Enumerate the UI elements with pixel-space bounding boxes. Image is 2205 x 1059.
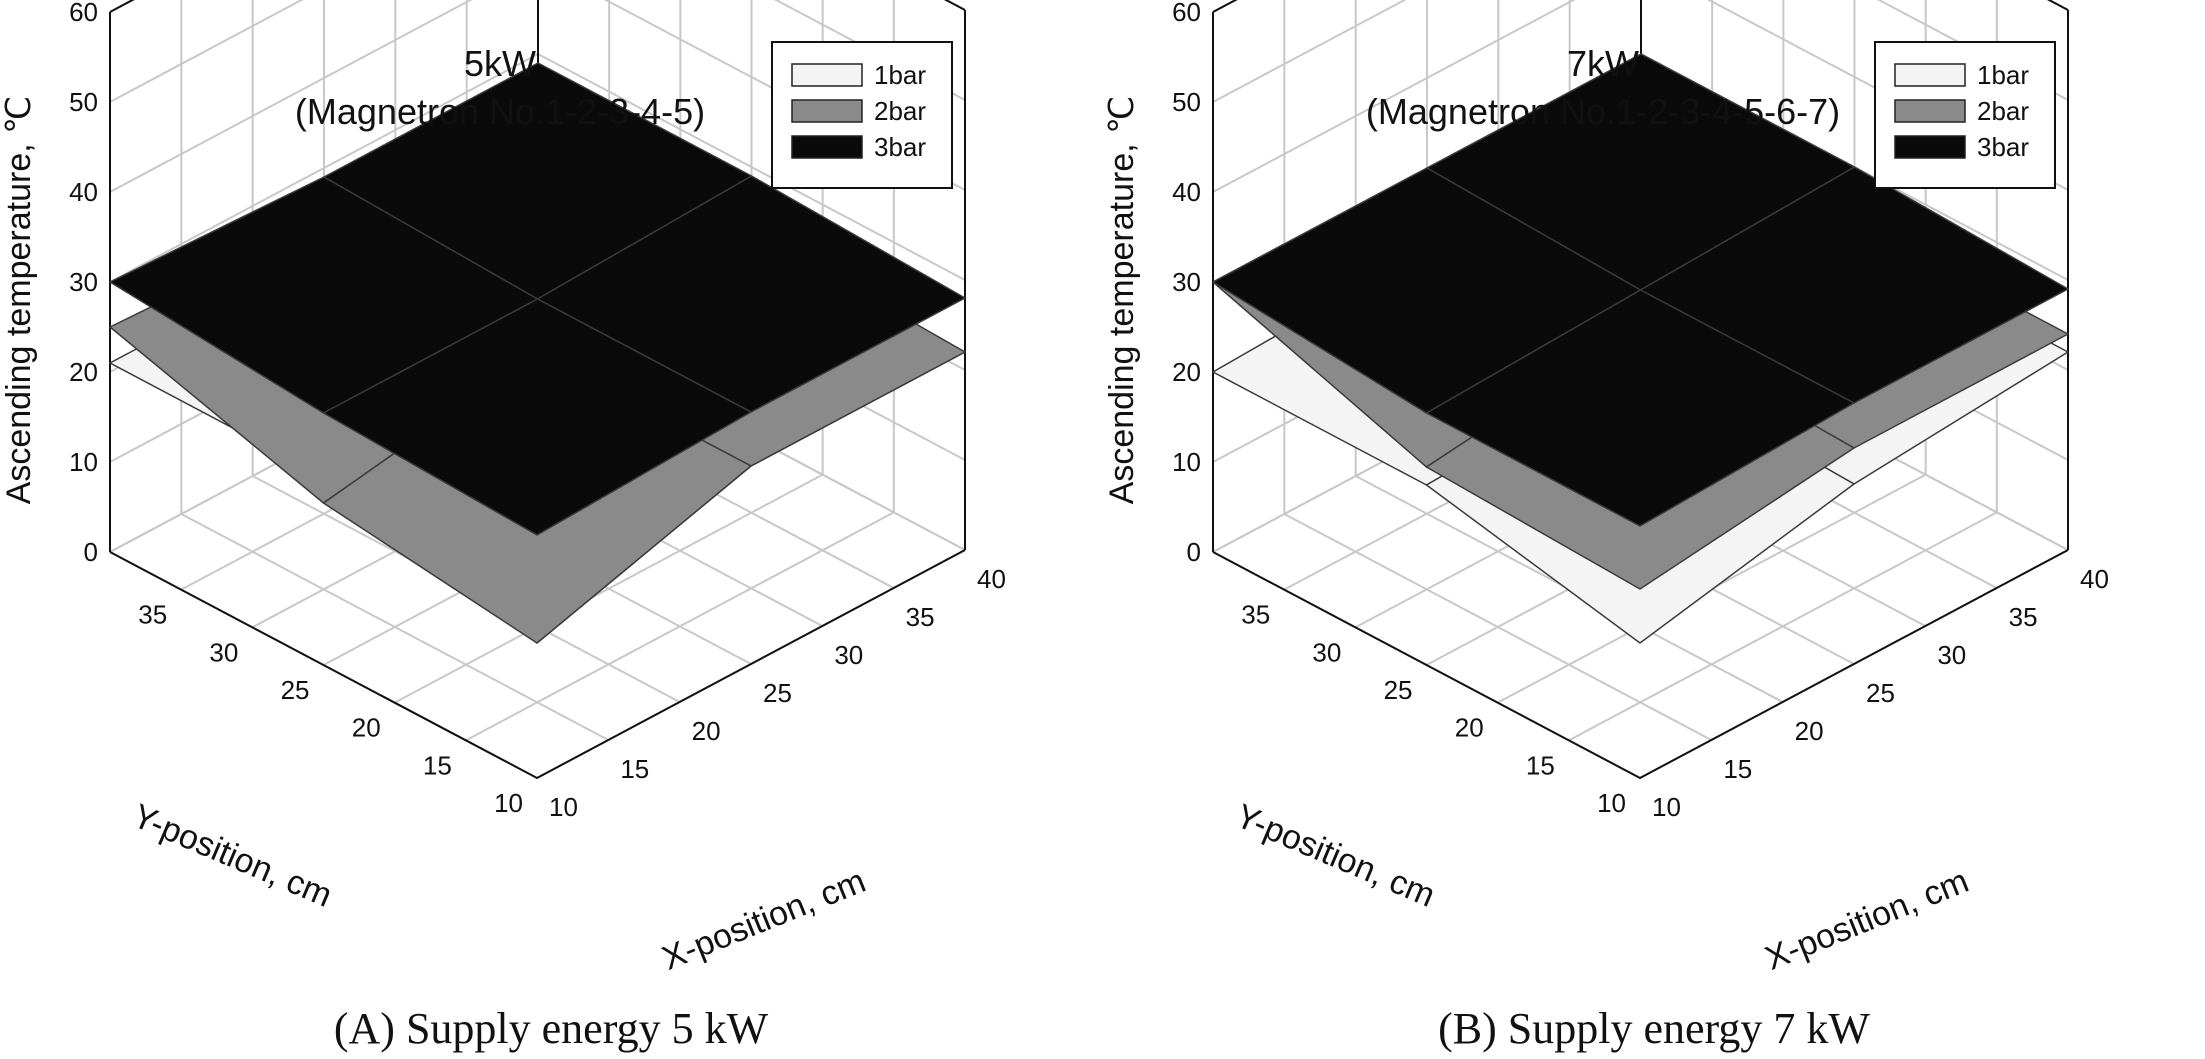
z-tick-label: 10 <box>69 447 98 477</box>
y-axis-label: Y-position, cm <box>127 797 337 915</box>
gridline <box>1212 0 2069 103</box>
surfaces <box>109 62 966 644</box>
z-tick-label: 60 <box>69 0 98 27</box>
z-tick-label: 0 <box>84 537 98 567</box>
legend-label: 3bar <box>1977 132 2029 162</box>
legend-label: 2bar <box>1977 96 2029 126</box>
y-tick-label: 25 <box>281 675 310 705</box>
legend-swatch <box>1894 99 1966 123</box>
chart-title: 7kW <box>1567 43 1639 84</box>
z-tick-label: 10 <box>1172 447 1201 477</box>
x-axis-label: X-position, cm <box>1760 862 1974 978</box>
x-axis-label: X-position, cm <box>657 862 871 978</box>
legend: 1bar 2bar 3bar <box>771 41 953 189</box>
z-tick-label: 50 <box>69 87 98 117</box>
z-tick-label: 30 <box>1172 267 1201 297</box>
y-axis-ticks: 10 15 20 25 30 35 <box>138 600 523 818</box>
x-tick-label: 30 <box>834 640 863 670</box>
z-tick-label: 0 <box>1187 537 1201 567</box>
x-tick-label: 10 <box>549 792 578 822</box>
surface-chart-5kw: 0 10 20 30 40 50 60 10 15 20 25 30 35 10 15 20 25 30 35 40 A… <box>0 0 1006 978</box>
x-tick-label: 35 <box>2009 602 2038 632</box>
chart-title: 5kW <box>464 43 536 84</box>
x-tick-label: 30 <box>1937 640 1966 670</box>
y-tick-label: 20 <box>352 713 381 743</box>
gridline <box>109 0 966 103</box>
gridline <box>465 511 895 742</box>
x-tick-label: 40 <box>2080 564 2109 594</box>
surface-3bar <box>109 62 966 536</box>
x-tick-label: 20 <box>692 716 721 746</box>
legend-label: 1bar <box>874 60 926 90</box>
chart-subtitle: (Magnetron No.1-2-3-4-5-6-7) <box>1366 91 1840 132</box>
x-tick-label: 35 <box>906 602 935 632</box>
x-tick-label: 25 <box>1866 678 1895 708</box>
z-axis-ticks: 0 10 20 30 40 50 60 <box>69 0 98 567</box>
y-tick-label: 30 <box>1312 637 1341 667</box>
floor-front-edges <box>109 549 966 780</box>
legend-swatch <box>791 99 863 123</box>
x-tick-label: 15 <box>620 754 649 784</box>
surface-patch <box>322 298 752 536</box>
z-tick-label: 50 <box>1172 87 1201 117</box>
y-tick-label: 10 <box>494 788 523 818</box>
y-tick-label: 35 <box>1241 600 1270 630</box>
surface-chart-7kw: 0 10 20 30 40 50 60 10 15 20 25 30 35 10 15 20 25 30 35 40 A… <box>1103 0 2109 978</box>
z-axis-ticks: 0 10 20 30 40 50 60 <box>1172 0 1201 567</box>
y-tick-label: 15 <box>1526 750 1555 780</box>
surfaces <box>1212 53 2069 644</box>
z-tick-label: 20 <box>69 357 98 387</box>
y-tick-label: 30 <box>209 637 238 667</box>
legend-swatch <box>1894 63 1966 87</box>
y-tick-label: 35 <box>138 600 167 630</box>
surface-3bar <box>1212 53 2069 527</box>
chart-subtitle: (Magnetron No.1-2-3-4-5) <box>295 91 705 132</box>
x-tick-label: 10 <box>1652 792 1681 822</box>
y-tick-label: 20 <box>1455 713 1484 743</box>
legend-swatch <box>791 63 863 87</box>
gridline <box>394 473 824 704</box>
surface-patch <box>1425 289 1855 527</box>
legend-label: 1bar <box>1977 60 2029 90</box>
y-axis-label: Y-position, cm <box>1230 797 1440 915</box>
x-axis-ticks: 10 15 20 25 30 35 40 <box>549 564 1006 822</box>
y-axis-ticks: 10 15 20 25 30 35 <box>1241 600 1626 818</box>
y-tick-label: 15 <box>423 750 452 780</box>
legend: 1bar 2bar 3bar <box>1874 41 2056 189</box>
x-axis-ticks: 10 15 20 25 30 35 40 <box>1652 564 2109 822</box>
z-tick-label: 20 <box>1172 357 1201 387</box>
z-axis-label: Ascending temperature, ℃ <box>0 96 38 505</box>
x-tick-label: 25 <box>763 678 792 708</box>
gridline <box>1568 511 1998 742</box>
floor-front-edges <box>1212 549 2069 780</box>
chart-panel-b: 0 10 20 30 40 50 60 10 15 20 25 30 35 10 15 20 25 30 35 40 A… <box>1103 0 2205 1059</box>
chart-caption: (A) Supply energy 5 kW <box>333 1004 769 1053</box>
z-tick-label: 40 <box>69 177 98 207</box>
x-tick-label: 40 <box>977 564 1006 594</box>
y-tick-label: 10 <box>1597 788 1626 818</box>
legend-label: 2bar <box>874 96 926 126</box>
z-axis-label: Ascending temperature, ℃ <box>1103 96 1141 505</box>
chart-panel-a: 0 10 20 30 40 50 60 10 15 20 25 30 35 10 15 20 25 30 35 40 A… <box>0 0 1102 1059</box>
z-tick-label: 40 <box>1172 177 1201 207</box>
z-tick-label: 60 <box>1172 0 1201 27</box>
legend-swatch <box>1894 135 1966 159</box>
legend-swatch <box>791 135 863 159</box>
x-tick-label: 15 <box>1723 754 1752 784</box>
y-tick-label: 25 <box>1384 675 1413 705</box>
legend-label: 3bar <box>874 132 926 162</box>
x-tick-label: 20 <box>1795 716 1824 746</box>
z-tick-label: 30 <box>69 267 98 297</box>
chart-caption: (B) Supply energy 7 kW <box>1438 1004 1870 1053</box>
